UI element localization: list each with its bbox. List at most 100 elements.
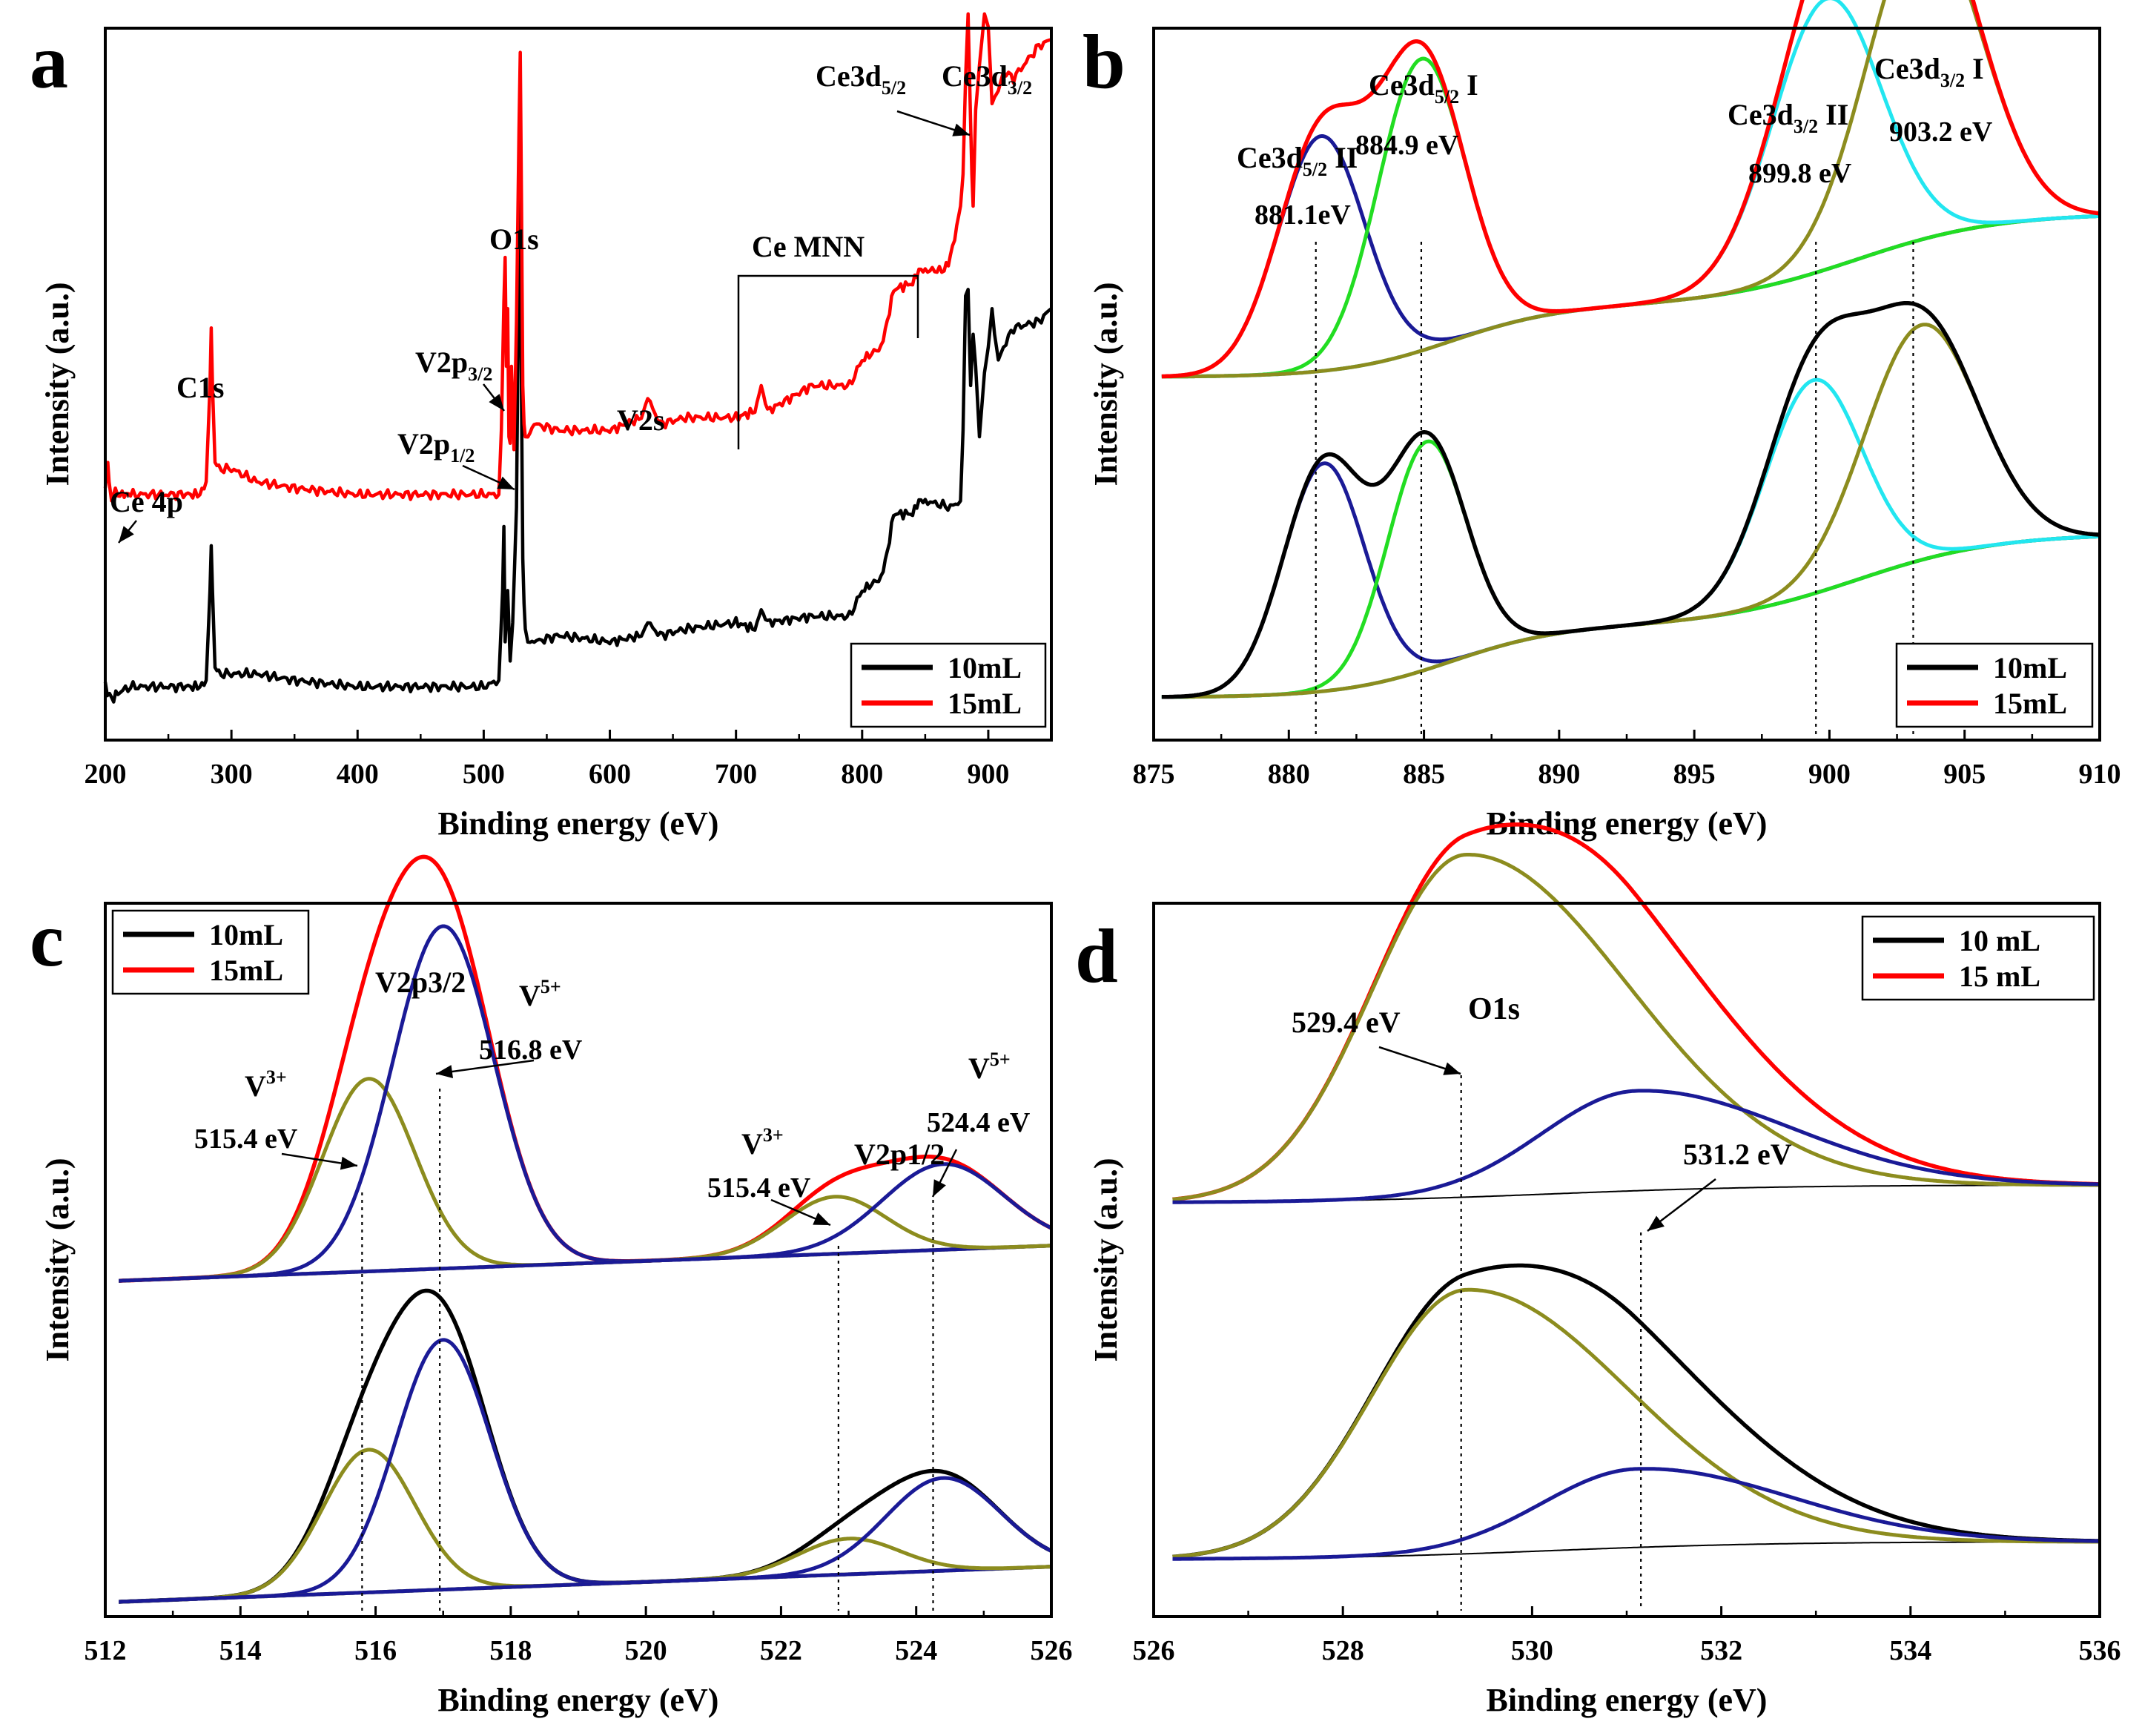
x-axis-label: Binding energy (eV) <box>1487 805 1768 842</box>
plot-frame <box>104 902 1053 1618</box>
arrow-516-8-head <box>436 1065 454 1078</box>
fit-component-V52p32-10mL <box>118 1338 1052 1604</box>
legend-label-10mL: 10mL <box>948 651 1022 684</box>
y-axis-label: Intensity (a.u.) <box>1088 282 1124 486</box>
arrow-515-4-a-head <box>340 1156 357 1170</box>
label-v2p32: V2p3/2 <box>415 346 492 385</box>
x-tick-label: 520 <box>625 1635 667 1666</box>
x-axis-label: Binding energy (eV) <box>1487 1682 1768 1718</box>
arrow-524-4-head <box>933 1179 946 1197</box>
fit-component-Ce3d32II-15mL <box>1161 0 2100 379</box>
x-tick-label: 500 <box>463 759 505 790</box>
label-o1s: O1s <box>489 222 539 256</box>
x-tick-label: 526 <box>1133 1635 1175 1666</box>
envelope-10mL <box>1160 300 2100 699</box>
label-ce3d52-i: Ce3d5/2 I <box>1369 68 1478 108</box>
x-tick-label: 512 <box>85 1635 127 1666</box>
x-tick-label: 526 <box>1031 1635 1073 1666</box>
legend-box <box>850 642 1047 728</box>
label-ce3d32: Ce3d3/2 <box>942 59 1032 99</box>
x-axis-label: Binding energy (eV) <box>438 1682 719 1718</box>
label-v2s: V2s <box>617 403 664 437</box>
legend-label-15mL: 15mL <box>948 687 1022 720</box>
fit-component-V32p12-15mL <box>118 1195 1052 1283</box>
label-v3-a: V3+ <box>245 1066 287 1103</box>
x-tick-label: 875 <box>1133 759 1175 790</box>
plot-area-a <box>103 12 1053 704</box>
x-tick-label: 700 <box>715 759 757 790</box>
label-v5-b: V5+ <box>968 1049 1011 1085</box>
legend-label-15mL: 15mL <box>209 954 283 987</box>
x-tick-label: 516 <box>354 1635 397 1666</box>
x-axis-label: Binding energy (eV) <box>438 805 719 842</box>
fit-component-V52p12-10mL <box>118 1476 1053 1604</box>
x-tick-label: 534 <box>1889 1635 1931 1666</box>
fit-component-Ce3d32I-15mL <box>1161 0 2100 379</box>
envelope-15mL <box>1160 0 2100 379</box>
label-531-2: 531.2 eV <box>1683 1138 1792 1171</box>
fit-component-Olattice-10 mL <box>1172 1287 2100 1559</box>
plot-area-c <box>118 854 1053 1604</box>
y-axis-label: Intensity (a.u.) <box>39 282 76 486</box>
x-tick-label: 900 <box>1808 759 1851 790</box>
y-axis-label: Intensity (a.u.) <box>1088 1158 1124 1362</box>
fit-component-Oadsorbed-15 mL <box>1172 1089 2100 1204</box>
fit-component-Oadsorbed-10 mL <box>1172 1467 2100 1561</box>
panel-label-b: b <box>1082 19 1125 105</box>
label-v3-b: V3+ <box>741 1124 784 1161</box>
bracket-ce-mnn <box>737 274 919 449</box>
fit-component-V32p32-10mL <box>118 1448 1052 1604</box>
panel-label-d: d <box>1075 914 1118 999</box>
legend-box <box>1895 642 2094 728</box>
arrow-515-4-b-head <box>813 1212 830 1225</box>
panel-label-a: a <box>30 19 68 105</box>
value-903: 903.2 eV <box>1889 116 1993 148</box>
arrow-529-4-head <box>1443 1062 1461 1075</box>
value-881: 881.1eV <box>1255 199 1351 231</box>
legend-label-10mL: 10mL <box>1993 651 2067 684</box>
x-tick-label: 890 <box>1538 759 1580 790</box>
y-axis-label: Intensity (a.u.) <box>39 1158 76 1362</box>
label-ce3d32-ii: Ce3d3/2 II <box>1728 98 1848 137</box>
spectrum-line-15mL <box>103 12 1052 503</box>
x-tick-label: 518 <box>489 1635 532 1666</box>
panel-b: b 875 880 885 890 895 900 905 910 Binding energy … <box>1082 0 2121 842</box>
arrow-531-2-head <box>1647 1215 1665 1231</box>
arrow-ce4p-head <box>119 526 134 543</box>
legend-box <box>1861 915 2095 1001</box>
value-899: 899.8 eV <box>1748 158 1852 189</box>
x-tick-label: 910 <box>2079 759 2121 790</box>
fit-component-Ce3d32I-10mL <box>1161 323 2100 699</box>
x-tick-label: 400 <box>337 759 379 790</box>
plot-frame <box>104 27 1053 742</box>
x-tick-label: 880 <box>1268 759 1310 790</box>
panel-label-c: c <box>30 897 64 983</box>
label-v2p12: V2p1/2 <box>854 1138 945 1171</box>
arrow-v2p32-head <box>489 394 504 411</box>
label-ce3d32-i: Ce3d3/2 I <box>1874 52 1984 91</box>
x-tick-label: 200 <box>85 759 127 790</box>
value-515-4-b: 515.4 eV <box>707 1172 811 1204</box>
label-v2p12: V2p1/2 <box>397 427 475 466</box>
plot-frame <box>1152 902 2101 1618</box>
x-tick-label: 905 <box>1943 759 1986 790</box>
arrow-516-8 <box>435 1059 535 1075</box>
plot-area-d <box>1171 822 2100 1561</box>
x-tick-label: 300 <box>211 759 253 790</box>
arrow-ce3d-head <box>952 123 970 136</box>
label-ce4p: Ce 4p <box>110 485 183 518</box>
legend-label-10mL: 10 mL <box>1959 924 2040 957</box>
label-c1s: C1s <box>176 371 224 404</box>
x-tick-label: 514 <box>219 1635 262 1666</box>
x-tick-label: 885 <box>1403 759 1445 790</box>
label-v5-a: V5+ <box>519 976 561 1012</box>
label-ce3d52-ii: Ce3d5/2 II <box>1237 141 1358 180</box>
envelope-10 mL <box>1171 1263 2100 1560</box>
legend-label-15mL: 15mL <box>1993 687 2067 720</box>
x-tick-label: 536 <box>2079 1635 2121 1666</box>
value-884: 884.9 eV <box>1355 130 1459 161</box>
